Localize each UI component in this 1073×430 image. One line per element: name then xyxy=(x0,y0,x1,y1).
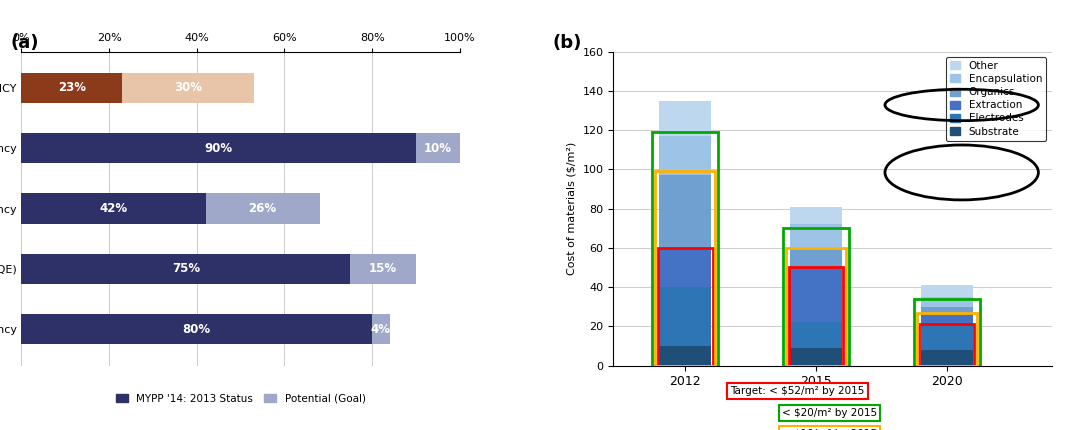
Bar xyxy=(21,73,122,103)
Text: 90%: 90% xyxy=(205,141,233,155)
Text: 23%: 23% xyxy=(58,81,86,94)
Bar xyxy=(122,73,254,103)
Bar xyxy=(790,322,842,348)
Bar xyxy=(921,350,973,366)
Bar xyxy=(372,314,389,344)
Bar xyxy=(790,348,842,366)
Bar xyxy=(783,228,849,366)
Bar xyxy=(21,194,206,224)
Bar xyxy=(416,133,460,163)
Bar xyxy=(659,175,711,248)
Bar xyxy=(21,314,372,344)
Bar xyxy=(659,101,711,136)
Text: (b): (b) xyxy=(553,34,582,52)
Text: 75%: 75% xyxy=(172,262,200,276)
Bar xyxy=(659,346,711,366)
Bar xyxy=(652,132,718,366)
Bar xyxy=(790,224,842,248)
Bar xyxy=(921,314,973,324)
Bar xyxy=(659,248,711,287)
Text: 80%: 80% xyxy=(182,323,211,336)
Bar xyxy=(659,136,711,175)
Text: 26%: 26% xyxy=(249,202,277,215)
Bar xyxy=(920,324,974,366)
Bar xyxy=(785,248,847,366)
Text: Target: < $52/m² by 2015: Target: < $52/m² by 2015 xyxy=(730,386,865,396)
Bar xyxy=(921,297,973,307)
Bar xyxy=(921,307,973,314)
Bar xyxy=(658,248,712,366)
Legend: Other, Encapsulation, Organics, Extraction, Electrodes, Substrate: Other, Encapsulation, Organics, Extracti… xyxy=(945,57,1046,141)
Bar xyxy=(914,299,980,366)
Bar xyxy=(659,287,711,346)
Bar xyxy=(350,254,416,284)
Bar xyxy=(21,133,416,163)
Bar xyxy=(921,324,973,350)
Bar xyxy=(916,313,976,366)
Bar xyxy=(21,254,350,284)
Bar xyxy=(206,194,320,224)
Bar xyxy=(790,206,842,224)
Y-axis label: Cost of materials ($/m²): Cost of materials ($/m²) xyxy=(567,142,577,275)
Text: 15%: 15% xyxy=(369,262,397,276)
Text: 30%: 30% xyxy=(174,81,202,94)
Legend: MYPP '14: 2013 Status, Potential (Goal): MYPP '14: 2013 Status, Potential (Goal) xyxy=(112,390,370,408)
Text: 4%: 4% xyxy=(371,323,391,336)
Text: (a): (a) xyxy=(11,34,40,52)
Text: 42%: 42% xyxy=(100,202,128,215)
Bar xyxy=(790,248,842,267)
Bar xyxy=(790,267,842,322)
Bar xyxy=(921,285,973,297)
Text: 10%: 10% xyxy=(424,141,452,155)
Bar xyxy=(656,171,716,366)
Text: < $10/m² by 2015: < $10/m² by 2015 xyxy=(782,429,877,430)
Text: < $20/m² by 2015: < $20/m² by 2015 xyxy=(782,408,877,418)
Bar xyxy=(789,267,843,366)
